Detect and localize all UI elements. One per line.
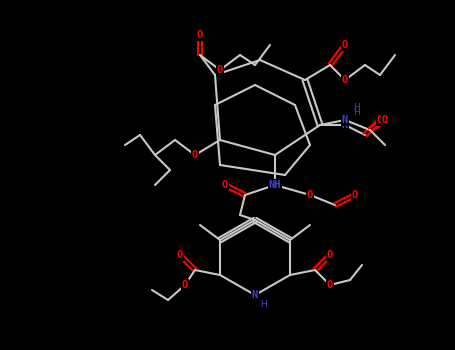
Text: H: H bbox=[353, 103, 360, 112]
Text: O: O bbox=[352, 190, 358, 200]
Text: NH: NH bbox=[269, 180, 281, 190]
Text: O: O bbox=[307, 190, 313, 200]
Text: N: N bbox=[342, 120, 348, 130]
Text: H: H bbox=[260, 300, 267, 309]
Text: H: H bbox=[353, 108, 360, 117]
Text: N: N bbox=[342, 115, 348, 125]
Text: O: O bbox=[377, 115, 383, 125]
Text: O: O bbox=[327, 280, 333, 290]
Text: O: O bbox=[342, 75, 348, 85]
Text: N: N bbox=[252, 290, 258, 300]
Text: O: O bbox=[217, 65, 223, 75]
Text: O: O bbox=[197, 30, 203, 40]
Text: O: O bbox=[327, 250, 333, 260]
Text: O: O bbox=[177, 250, 183, 260]
Text: O: O bbox=[222, 180, 228, 190]
Text: O: O bbox=[382, 115, 388, 125]
Text: O: O bbox=[342, 40, 348, 50]
Text: O: O bbox=[182, 280, 188, 290]
Text: O: O bbox=[192, 150, 198, 160]
